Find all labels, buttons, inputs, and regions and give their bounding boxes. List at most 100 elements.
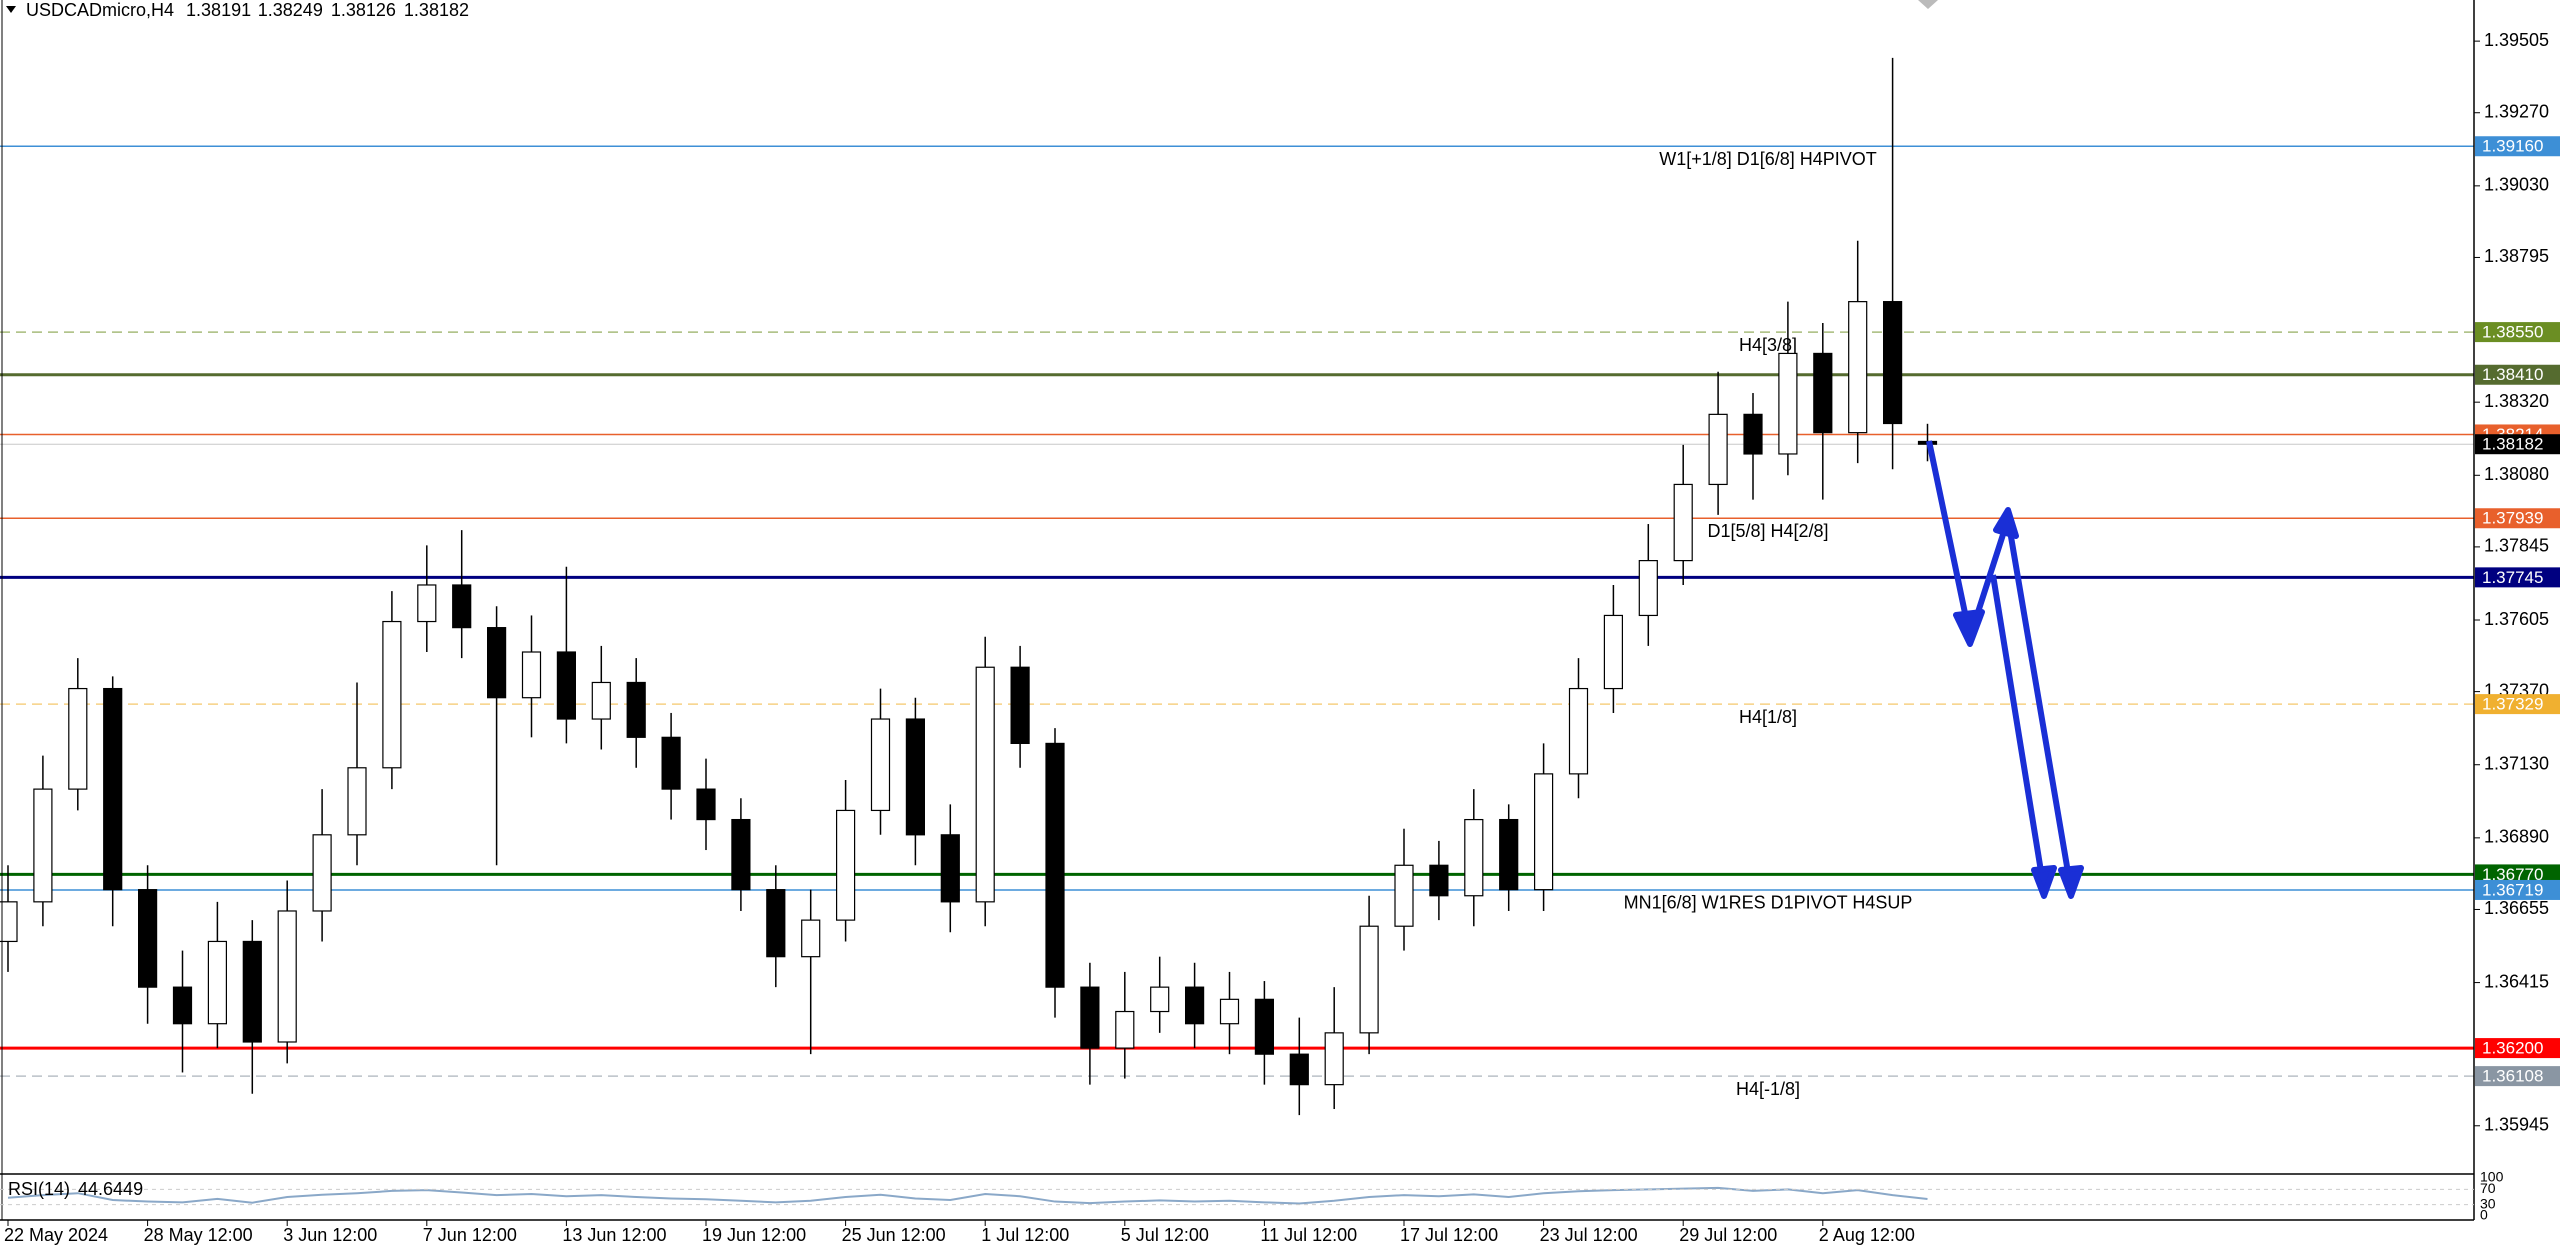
price-box: [2475, 136, 2560, 157]
levels: W1[+1/8] D1[6/8] H4PIVOT H4[3/8] D1[5/8] H…: [0, 145, 2474, 1099]
level-annotation: W1[+1/8] D1[6/8] H4PIVOT: [1659, 149, 1877, 169]
candle-body: [1429, 864, 1449, 897]
y-tick-label: 1.38080: [2484, 464, 2549, 484]
current-price-box: [2475, 434, 2560, 455]
symbol: USDCADmicro,H4: [26, 0, 174, 20]
x-tick-label: 28 May 12:00: [144, 1225, 253, 1245]
x-tick-label: 25 Jun 12:00: [842, 1225, 946, 1245]
candle-body: [1359, 925, 1379, 1034]
candle-body: [242, 940, 262, 1043]
candle-body: [1184, 986, 1205, 1025]
candle-body: [731, 818, 751, 891]
level-annotation: H4[3/8]: [1739, 335, 1797, 355]
current-price-label: 1.38182: [2482, 435, 2543, 454]
y-tick-label: 1.36890: [2484, 827, 2549, 847]
candle-body: [696, 788, 716, 821]
candle-body: [870, 718, 891, 812]
candle-body: [626, 681, 646, 738]
y-tick-label: 1.35945: [2484, 1115, 2549, 1135]
candle-body: [766, 889, 786, 958]
candle-body: [1882, 301, 1903, 425]
header: USDCADmicro,H4 1.38191 1.38249 1.38126 1.381…: [26, 0, 469, 20]
x-tick-label: 3 Jun 12:00: [283, 1225, 377, 1245]
y-tick-label: 1.36415: [2484, 971, 2549, 991]
price-box-label: 1.38410: [2482, 365, 2543, 384]
candle-body: [382, 620, 402, 769]
price-box: [2475, 879, 2560, 900]
price-box-label: 1.36719: [2482, 880, 2543, 899]
price-box: [2475, 322, 2560, 343]
x-tick-label: 5 Jul 12:00: [1121, 1225, 1209, 1245]
candle-body: [556, 651, 577, 720]
rsi-line: [7, 1186, 1928, 1205]
candle-body: [138, 889, 158, 988]
arrow-head: [2058, 865, 2084, 899]
candle-body: [1848, 301, 1868, 434]
candle-body: [1673, 483, 1693, 562]
candle-body: [905, 718, 926, 836]
y-tick-label: 1.38320: [2484, 391, 2549, 411]
candle-body: [1045, 742, 1065, 988]
price-box-label: 1.39160: [2482, 137, 2543, 156]
candle-body: [1010, 666, 1030, 745]
candle-body: [312, 834, 332, 912]
x-tick-label: 1 Jul 12:00: [981, 1225, 1069, 1245]
price-box: [2475, 864, 2560, 885]
price-box: [2475, 1066, 2560, 1087]
candle-body: [1219, 998, 1240, 1025]
price-box: [2475, 567, 2560, 588]
price-box: [2475, 364, 2560, 385]
candle-body: [1464, 818, 1484, 897]
level-annotation: H4[1/8]: [1739, 707, 1797, 727]
candle-body: [487, 627, 507, 699]
x-tick-label: 22 May 2024: [4, 1225, 108, 1245]
candle-body: [1778, 352, 1798, 455]
y-tick-label: 1.38795: [2484, 246, 2549, 266]
price-box-label: 1.38550: [2482, 323, 2543, 342]
level-annotation: D1[5/8] H4[2/8]: [1707, 521, 1828, 541]
x-tick-label: 13 Jun 12:00: [562, 1225, 666, 1245]
candle-body: [1743, 413, 1763, 455]
candle-body: [1603, 614, 1624, 690]
x-tick-label: 11 Jul 12:00: [1260, 1225, 1357, 1245]
candle-body: [1254, 998, 1275, 1055]
candle-body: [591, 681, 611, 720]
x-tick-label: 7 Jun 12:00: [423, 1225, 517, 1245]
candle-body: [33, 788, 53, 903]
candle-body: [347, 767, 367, 836]
candle-body: [103, 687, 123, 891]
candle-body: [975, 666, 995, 903]
y-tick-label: 1.37605: [2484, 609, 2549, 629]
x-tick-label: 19 Jun 12:00: [702, 1225, 806, 1245]
rsi-header: RSI(14) 44.6449: [8, 1179, 143, 1199]
price-box-label: 1.37329: [2482, 695, 2543, 714]
x-tick-label: 17 Jul 12:00: [1400, 1225, 1498, 1245]
candle-body: [68, 687, 88, 790]
x-tick-label: 29 Jul 12:00: [1679, 1225, 1777, 1245]
candle-body: [940, 834, 960, 903]
candle-body: [1813, 352, 1833, 434]
price-box-label: 1.36108: [2482, 1067, 2543, 1086]
price-box: [2475, 1038, 2560, 1059]
candle-body: [835, 809, 856, 921]
candle-body: [1394, 864, 1414, 927]
rsi-label: RSI(14): [8, 1179, 70, 1199]
forecast-arrow: [1926, 440, 2074, 891]
price-box-label: 1.36200: [2482, 1039, 2543, 1058]
y-tick-label: 1.39030: [2484, 175, 2549, 195]
candle-body: [277, 910, 297, 1043]
rsi-tick-label: 100: [2480, 1169, 2504, 1185]
price-box: [2475, 694, 2560, 715]
candle-body: [1115, 1010, 1135, 1049]
candle-body: [801, 919, 821, 958]
level-annotation: MN1[6/8] W1RES D1PIVOT H4SUP: [1624, 893, 1913, 913]
candles: [0, 57, 1938, 1205]
candle-body: [207, 940, 227, 1025]
candle-body: [172, 986, 193, 1025]
rsi-tick-label: 70: [2480, 1180, 2496, 1196]
candle-body: [0, 901, 18, 943]
last-low: 1.38126: [331, 0, 396, 20]
